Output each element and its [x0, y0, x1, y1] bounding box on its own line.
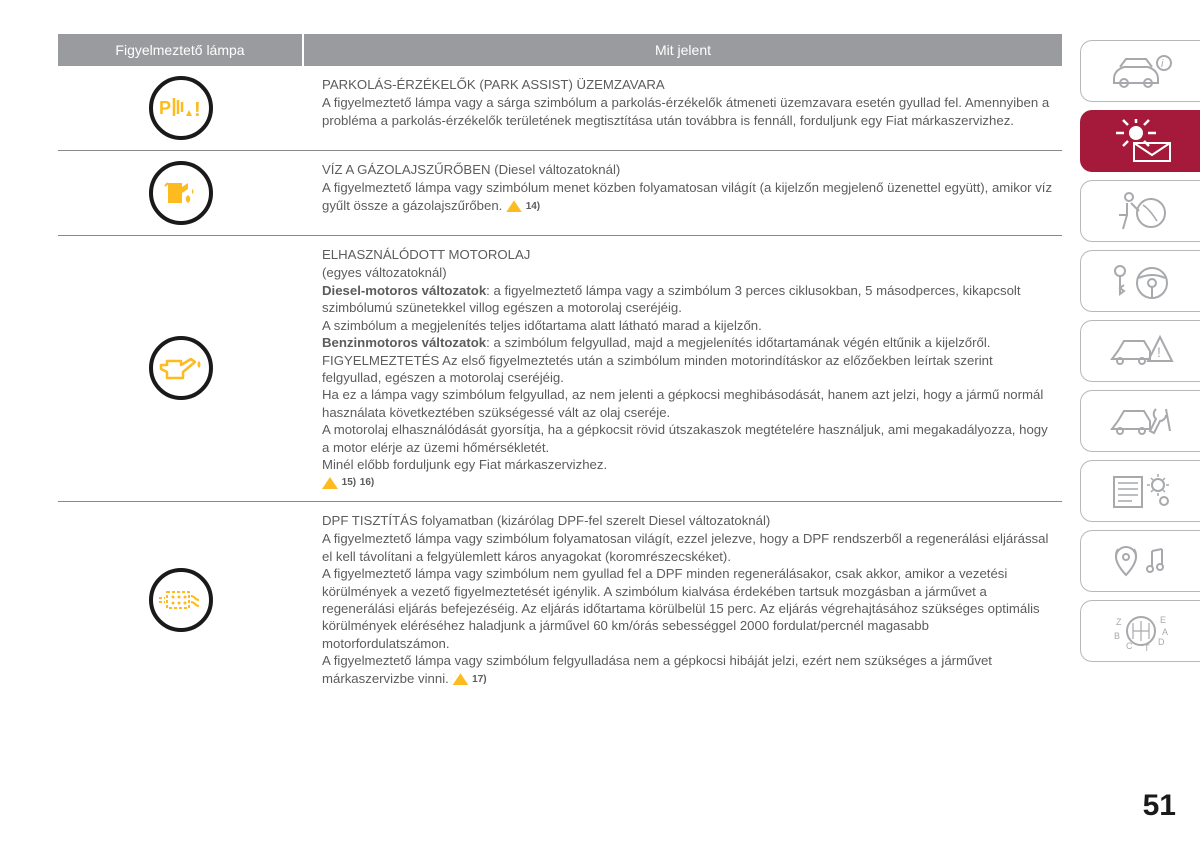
tab-list-gear[interactable]: [1080, 460, 1200, 522]
ref: 14): [526, 201, 540, 212]
table-header: Figyelmeztető lámpa Mit jelent: [58, 34, 1062, 66]
table-row: VÍZ A GÁZOLAJSZŰRŐBEN (Diesel változatok…: [58, 151, 1062, 236]
content-area: Figyelmeztető lámpa Mit jelent P ! PARKO…: [0, 0, 1076, 847]
tab-car-warning[interactable]: !: [1080, 320, 1200, 382]
row-title: PARKOLÁS-ÉRZÉKELŐK (PARK ASSIST) ÜZEMZAV…: [322, 76, 1054, 93]
svg-text:P: P: [159, 98, 171, 118]
tab-key-wheel[interactable]: [1080, 250, 1200, 312]
th-meaning: Mit jelent: [304, 34, 1062, 66]
cell-desc: ELHASZNÁLÓDOTT MOTOROLAJ (egyes változat…: [304, 246, 1062, 491]
sidebar-tabs: i ! ZBC T EAD: [1076, 0, 1200, 847]
th-lamp: Figyelmeztető lámpa: [58, 34, 304, 66]
cell-desc: DPF TISZTÍTÁS folyamatban (kizárólag DPF…: [304, 512, 1062, 687]
water-in-fuel-lamp-icon: [149, 161, 213, 225]
row-subtitle: (egyes változatoknál): [322, 264, 1054, 281]
cell-lamp: [58, 161, 304, 225]
table-row: DPF TISZTÍTÁS folyamatban (kizárólag DPF…: [58, 502, 1062, 697]
cell-desc: PARKOLÁS-ÉRZÉKELŐK (PARK ASSIST) ÜZEMZAV…: [304, 76, 1062, 140]
park-assist-lamp-icon: P !: [149, 76, 213, 140]
page-root: Figyelmeztető lámpa Mit jelent P ! PARKO…: [0, 0, 1200, 847]
row-body: A figyelmeztető lámpa vagy a sárga szimb…: [322, 94, 1054, 129]
svg-text:D: D: [1158, 637, 1165, 647]
ref: 17): [472, 674, 486, 685]
cell-desc: VÍZ A GÁZOLAJSZŰRŐBEN (Diesel változatok…: [304, 161, 1062, 225]
ref: 16): [360, 477, 374, 488]
svg-text:T: T: [1144, 643, 1150, 653]
dpf-lamp-icon: [149, 568, 213, 632]
cell-lamp: P !: [58, 76, 304, 140]
row-body: Diesel-motoros változatok: a figyelmezte…: [322, 282, 1054, 474]
page-number: 51: [1143, 789, 1176, 823]
svg-text:!: !: [1157, 344, 1161, 360]
tab-location-music[interactable]: [1080, 530, 1200, 592]
row-body: A figyelmeztető lámpa vagy szimbólum men…: [322, 180, 1052, 212]
svg-text:B: B: [1114, 631, 1120, 641]
oil-can-lamp-icon: [149, 336, 213, 400]
svg-text:i: i: [1161, 58, 1164, 70]
tab-car-info[interactable]: i: [1080, 40, 1200, 102]
tab-car-tool[interactable]: [1080, 390, 1200, 452]
warning-triangle-icon: [322, 477, 338, 489]
cell-lamp: [58, 246, 304, 491]
svg-text:A: A: [1162, 627, 1168, 637]
svg-text:Z: Z: [1116, 617, 1122, 627]
svg-text:C: C: [1126, 641, 1133, 651]
warning-triangle-icon: [506, 200, 522, 212]
row-body: A figyelmeztető lámpa vagy szimbólum fol…: [322, 531, 1048, 685]
row-title: ELHASZNÁLÓDOTT MOTOROLAJ: [322, 246, 1054, 263]
cell-lamp: [58, 512, 304, 687]
warning-triangle-icon: [452, 673, 468, 685]
row-title: VÍZ A GÁZOLAJSZŰRŐBEN (Diesel változatok…: [322, 161, 1054, 178]
ref: 15): [342, 477, 356, 488]
table-row: ELHASZNÁLÓDOTT MOTOROLAJ (egyes változat…: [58, 236, 1062, 502]
tab-lamp-mail[interactable]: [1080, 110, 1200, 172]
tab-airbag[interactable]: [1080, 180, 1200, 242]
table-row: P ! PARKOLÁS-ÉRZÉKELŐK (PARK ASSIST) ÜZE…: [58, 66, 1062, 151]
svg-text:!: !: [194, 99, 201, 121]
svg-text:E: E: [1160, 615, 1166, 625]
row-title: DPF TISZTÍTÁS folyamatban (kizárólag DPF…: [322, 512, 1054, 529]
tab-transmission[interactable]: ZBC T EAD: [1080, 600, 1200, 662]
